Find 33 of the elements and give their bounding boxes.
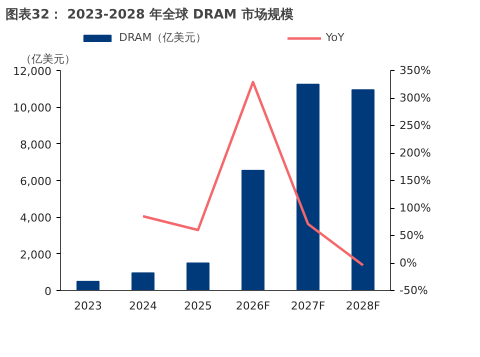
chart-title: 图表32： 2023-2028 年全球 DRAM 市场规模 (6, 6, 294, 22)
bar (352, 89, 374, 290)
x-tick-label: 2026F (236, 300, 270, 312)
y2-tick-label: -50% (400, 284, 428, 297)
y-tick-label: 12,000 (13, 65, 52, 78)
bar (242, 170, 264, 290)
x-tick-label: 2025 (184, 300, 212, 312)
y2-tick-label: 0% (400, 256, 417, 270)
bar (76, 280, 100, 290)
bar (296, 84, 320, 290)
y2-tick-label: 150% (400, 174, 431, 187)
y2-tick-label: 250% (400, 119, 431, 132)
y2-tick-label: 300% (400, 92, 431, 104)
bar (186, 262, 210, 290)
legend-label: YoY (326, 31, 346, 44)
legend-label: DRAM（亿美元） (119, 30, 207, 45)
x-tick-label: 2023 (74, 300, 102, 312)
y-axis-title: （亿美元） (20, 52, 76, 66)
y-tick-label: 10,000 (13, 102, 52, 115)
line-series (142, 80, 364, 266)
y2-tick-label: 100% (400, 202, 431, 214)
x-tick-label: 2027F (290, 300, 326, 312)
x-tick-label: 2028F (346, 300, 380, 312)
y2-tick-label: 50% (400, 229, 424, 242)
x-tick-label: 2024 (129, 300, 158, 312)
bar (132, 272, 154, 290)
y2-tick-label: 200% (400, 146, 431, 160)
y2-tick-label: 350% (400, 64, 431, 77)
y-tick-label: 6,000 (20, 175, 52, 188)
y-tick-label: 4,000 (20, 212, 52, 225)
y-tick-label: 2,000 (20, 248, 52, 262)
y-tick-label: 8,000 (20, 138, 52, 152)
y-tick-label: 0 (44, 285, 52, 298)
